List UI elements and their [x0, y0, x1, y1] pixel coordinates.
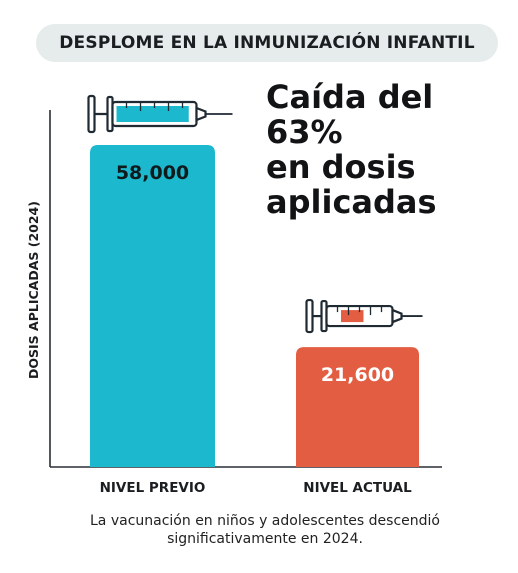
x-tick-label: NIVEL ACTUAL — [303, 480, 412, 496]
headline-line-2: en dosis — [266, 148, 416, 186]
bar-nivel-previo — [90, 145, 215, 467]
headline-line-3: aplicadas — [266, 183, 437, 221]
footnote-line-1: La vacunación en niños y adolescentes de… — [90, 513, 440, 529]
chart-title: DESPLOME EN LA INMUNIZACIÓN INFANTIL — [59, 33, 475, 53]
x-tick-label: NIVEL PREVIO — [100, 480, 206, 496]
bar-nivel-actual — [296, 347, 419, 467]
headline-line-1: Caída del 63% — [266, 78, 434, 151]
bar-value-label: 21,600 — [321, 364, 394, 386]
bar-value-label: 58,000 — [116, 162, 189, 184]
headline: Caída del 63% en dosis aplicadas — [266, 80, 518, 220]
y-axis-label: DOSIS APLICADAS (2024) — [26, 201, 41, 379]
footnote-line-2: significativamente en 2024. — [167, 531, 363, 547]
syringe-icon — [305, 298, 423, 334]
footnote: La vacunación en niños y adolescentes de… — [30, 512, 500, 548]
syringe-icon — [87, 94, 233, 134]
title-banner: DESPLOME EN LA INMUNIZACIÓN INFANTIL — [36, 24, 498, 62]
